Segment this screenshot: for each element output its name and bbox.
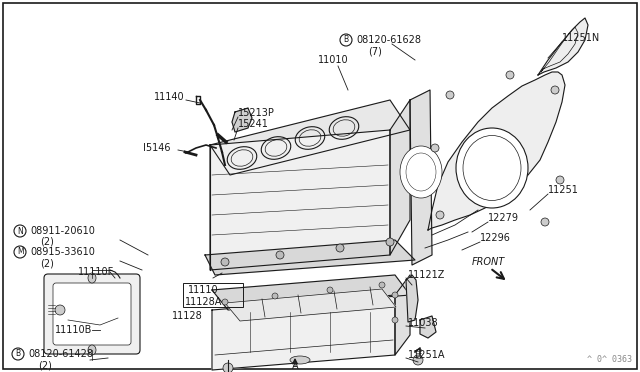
Text: (2): (2) <box>40 258 54 268</box>
Text: A: A <box>292 361 299 371</box>
Polygon shape <box>212 275 410 310</box>
FancyBboxPatch shape <box>53 283 131 345</box>
Circle shape <box>446 91 454 99</box>
Polygon shape <box>395 275 410 355</box>
Polygon shape <box>205 240 415 275</box>
Text: B: B <box>343 35 348 45</box>
Text: 08911-20610: 08911-20610 <box>30 226 95 236</box>
Circle shape <box>392 317 398 323</box>
Circle shape <box>556 176 564 184</box>
Circle shape <box>392 292 398 298</box>
Polygon shape <box>210 130 390 270</box>
Text: 11251A: 11251A <box>408 350 445 360</box>
Circle shape <box>551 86 559 94</box>
Ellipse shape <box>290 356 310 364</box>
Polygon shape <box>428 72 565 230</box>
Ellipse shape <box>88 273 96 283</box>
Ellipse shape <box>456 128 528 208</box>
Text: ^ 0^ 0363: ^ 0^ 0363 <box>587 355 632 364</box>
Text: 08120-61428: 08120-61428 <box>28 349 93 359</box>
Text: 15241: 15241 <box>238 119 269 129</box>
Circle shape <box>272 293 278 299</box>
Text: 11110: 11110 <box>188 285 219 295</box>
Polygon shape <box>538 18 588 75</box>
Text: 11251N: 11251N <box>562 33 600 43</box>
Polygon shape <box>406 275 418 322</box>
Circle shape <box>386 238 394 246</box>
Ellipse shape <box>400 146 442 198</box>
Circle shape <box>541 218 549 226</box>
Polygon shape <box>390 100 410 255</box>
Circle shape <box>327 287 333 293</box>
Text: (2): (2) <box>38 360 52 370</box>
Text: 15213P: 15213P <box>238 108 275 118</box>
Circle shape <box>276 251 284 259</box>
Text: 11128A: 11128A <box>185 297 222 307</box>
Text: 11251: 11251 <box>548 185 579 195</box>
Polygon shape <box>225 289 396 321</box>
Circle shape <box>431 144 439 152</box>
Circle shape <box>379 282 385 288</box>
Polygon shape <box>232 108 252 132</box>
Text: 11110F: 11110F <box>78 267 115 277</box>
Ellipse shape <box>88 345 96 355</box>
Text: M: M <box>17 247 24 257</box>
Text: N: N <box>17 227 23 235</box>
Circle shape <box>413 355 423 365</box>
Circle shape <box>221 258 229 266</box>
Text: 12296: 12296 <box>480 233 511 243</box>
Text: 08915-33610: 08915-33610 <box>30 247 95 257</box>
Circle shape <box>223 363 233 372</box>
Circle shape <box>55 305 65 315</box>
Text: 11010: 11010 <box>318 55 349 65</box>
Circle shape <box>506 71 514 79</box>
Polygon shape <box>212 295 395 370</box>
Text: FRONT: FRONT <box>472 257 505 267</box>
Text: I5146: I5146 <box>143 143 170 153</box>
Text: 11128: 11128 <box>172 311 203 321</box>
Circle shape <box>436 211 444 219</box>
Polygon shape <box>420 316 436 338</box>
Text: (7): (7) <box>368 47 382 57</box>
Text: 08120-61628: 08120-61628 <box>356 35 421 45</box>
Text: 11038: 11038 <box>408 318 438 328</box>
Circle shape <box>336 244 344 252</box>
Text: 11140: 11140 <box>154 92 184 102</box>
Text: 12279: 12279 <box>488 213 519 223</box>
Polygon shape <box>210 100 410 175</box>
FancyBboxPatch shape <box>44 274 140 354</box>
Text: B: B <box>15 350 20 359</box>
Polygon shape <box>410 90 432 265</box>
Text: 11121Z: 11121Z <box>408 270 445 280</box>
Text: (2): (2) <box>40 237 54 247</box>
Circle shape <box>222 299 228 305</box>
Text: 11110B: 11110B <box>55 325 92 335</box>
